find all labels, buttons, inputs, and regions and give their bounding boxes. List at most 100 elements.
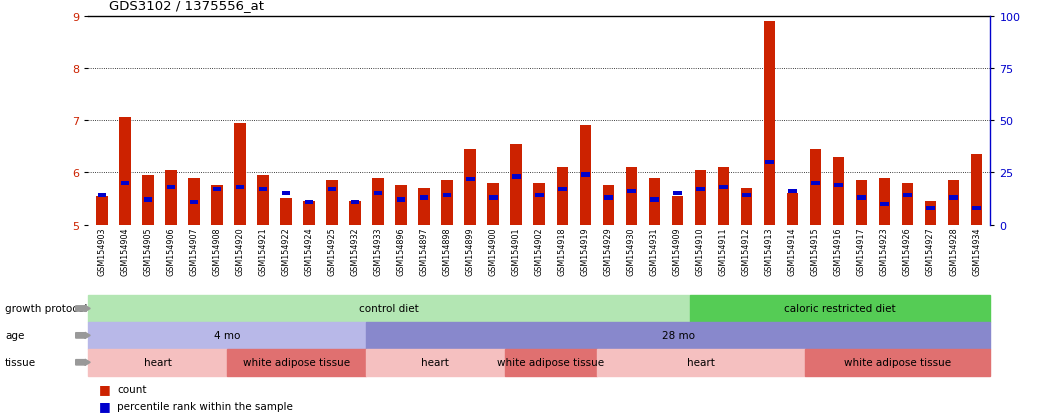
Bar [442, 181, 453, 225]
Text: GSM154931: GSM154931 [650, 227, 658, 275]
Bar [673, 192, 681, 196]
Bar [719, 185, 728, 190]
Bar [810, 150, 821, 225]
Text: control diet: control diet [359, 304, 419, 314]
Bar [948, 181, 959, 225]
Text: GSM154909: GSM154909 [673, 227, 682, 276]
Bar [858, 196, 866, 200]
Text: growth protocol: growth protocol [5, 304, 87, 314]
Text: 28 mo: 28 mo [662, 330, 695, 341]
Text: GSM154930: GSM154930 [626, 227, 636, 275]
Text: GSM154896: GSM154896 [396, 227, 405, 275]
Bar [418, 189, 430, 225]
Bar [834, 183, 843, 188]
Bar [487, 183, 499, 225]
Text: GSM154911: GSM154911 [719, 227, 728, 275]
Text: GSM154926: GSM154926 [903, 227, 912, 276]
Text: GSM154929: GSM154929 [604, 227, 613, 276]
Text: ■: ■ [99, 382, 110, 395]
Bar [650, 198, 658, 202]
Bar [97, 194, 106, 198]
Bar [282, 192, 290, 196]
Text: heart: heart [688, 357, 716, 368]
Bar [925, 202, 936, 225]
Bar [672, 197, 683, 225]
Bar [488, 196, 498, 200]
Text: percentile rank within the sample: percentile rank within the sample [117, 401, 293, 411]
Text: count: count [117, 384, 146, 394]
Text: GSM154915: GSM154915 [811, 227, 820, 276]
Text: GSM154914: GSM154914 [788, 227, 796, 275]
Bar [190, 200, 198, 204]
Bar [372, 178, 384, 225]
Bar [811, 181, 819, 185]
Bar [765, 160, 774, 165]
Bar [213, 188, 221, 192]
Bar [96, 197, 108, 225]
Text: GSM154901: GSM154901 [511, 227, 521, 275]
Bar [395, 186, 407, 225]
Bar [648, 178, 661, 225]
Bar [533, 183, 545, 225]
Bar [604, 196, 613, 200]
Bar [465, 150, 476, 225]
Bar [558, 188, 566, 192]
Bar [926, 206, 934, 211]
Bar [580, 126, 591, 225]
Text: GSM154902: GSM154902 [535, 227, 543, 276]
Bar [602, 186, 614, 225]
Bar [351, 200, 360, 204]
Text: GSM154923: GSM154923 [880, 227, 889, 276]
Bar [973, 206, 981, 211]
Text: GSM154904: GSM154904 [120, 227, 130, 275]
Bar [443, 194, 451, 198]
Bar [212, 186, 223, 225]
Text: GSM154934: GSM154934 [972, 227, 981, 275]
Text: white adipose tissue: white adipose tissue [498, 357, 605, 368]
Bar [304, 202, 315, 225]
Bar [510, 144, 522, 225]
Text: GSM154921: GSM154921 [258, 227, 268, 276]
Text: 4 mo: 4 mo [214, 330, 241, 341]
Text: GSM154907: GSM154907 [190, 227, 198, 276]
Bar [257, 176, 269, 225]
Bar [627, 190, 636, 194]
Bar [420, 196, 428, 200]
Text: GDS3102 / 1375556_at: GDS3102 / 1375556_at [109, 0, 263, 12]
Bar [833, 157, 844, 225]
Text: GSM154918: GSM154918 [558, 227, 567, 275]
Text: tissue: tissue [5, 357, 36, 368]
Bar [280, 199, 291, 225]
Text: GSM154906: GSM154906 [167, 227, 175, 275]
Bar [259, 188, 268, 192]
Text: GSM154919: GSM154919 [581, 227, 590, 276]
Text: GSM154932: GSM154932 [351, 227, 360, 276]
Bar [557, 168, 568, 225]
Bar [696, 188, 705, 192]
Bar [718, 168, 729, 225]
Bar [535, 194, 543, 198]
Text: age: age [5, 330, 25, 341]
Bar [235, 185, 245, 190]
Bar [373, 192, 383, 196]
Bar [949, 196, 958, 200]
Text: GSM154933: GSM154933 [373, 227, 383, 275]
Bar [165, 170, 176, 225]
Bar [189, 178, 200, 225]
Bar [397, 198, 405, 202]
Text: GSM154912: GSM154912 [741, 227, 751, 276]
Text: GSM154925: GSM154925 [328, 227, 337, 276]
Text: white adipose tissue: white adipose tissue [243, 357, 349, 368]
Text: GSM154898: GSM154898 [443, 227, 452, 275]
Text: GSM154899: GSM154899 [466, 227, 475, 276]
Bar [349, 202, 361, 225]
Bar [902, 183, 914, 225]
Text: ■: ■ [99, 399, 110, 412]
Text: GSM154924: GSM154924 [305, 227, 313, 276]
Bar [740, 189, 752, 225]
Text: GSM154900: GSM154900 [488, 227, 498, 275]
Text: GSM154903: GSM154903 [97, 227, 107, 275]
Bar [119, 118, 131, 225]
Text: GSM154905: GSM154905 [143, 227, 152, 276]
Bar [142, 176, 153, 225]
